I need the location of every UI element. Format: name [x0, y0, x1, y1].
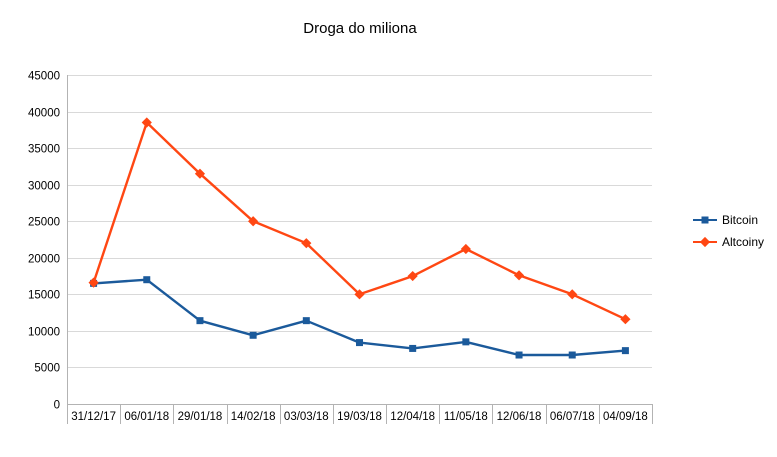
- x-tick-label: 11/05/18: [444, 411, 488, 423]
- x-tick-label: 06/01/18: [124, 411, 169, 423]
- x-tick-label: 29/01/18: [178, 411, 223, 423]
- data-point-marker: [513, 270, 525, 281]
- y-tick-label: 35000: [28, 144, 60, 156]
- legend-item-altcoiny: Altcoiny: [693, 235, 764, 249]
- data-point-marker: [143, 276, 151, 284]
- legend: Bitcoin Altcoiny: [693, 213, 764, 249]
- data-point-marker: [699, 236, 711, 248]
- axes: [67, 75, 652, 405]
- data-point-marker: [141, 117, 152, 128]
- x-tick-label: 06/07/18: [550, 411, 595, 423]
- y-tick-label: 40000: [28, 108, 60, 120]
- y-axis-labels: 0 5000 10000 15000 20000 25000 30000 35000 40000…: [28, 71, 60, 412]
- data-point-marker: [409, 344, 417, 352]
- x-tick-label: 12/04/18: [390, 411, 435, 423]
- data-point-marker: [462, 338, 470, 346]
- data-point-marker: [568, 351, 576, 359]
- x-axis-ticks: [67, 404, 653, 424]
- data-point-marker: [354, 289, 365, 300]
- data-point-marker: [249, 331, 257, 339]
- y-tick-label: 0: [54, 400, 60, 412]
- x-tick-label: 14/02/18: [231, 411, 276, 423]
- data-point-marker: [567, 289, 578, 300]
- x-tick-label: 03/03/18: [284, 411, 329, 423]
- y-tick-label: 15000: [28, 290, 60, 302]
- x-tick-label: 31/12/17: [71, 411, 116, 423]
- y-tick-label: 10000: [28, 327, 60, 339]
- y-tick-label: 45000: [28, 71, 60, 83]
- chart-title: Droga do miliona: [303, 20, 417, 37]
- x-tick-label: 19/03/18: [337, 411, 382, 423]
- data-point-marker: [701, 216, 709, 224]
- legend-label: Bitcoin: [722, 213, 758, 227]
- data-point-marker: [196, 317, 204, 325]
- x-axis-labels: 31/12/17 06/01/18 29/01/18 14/02/18 03/03/18…: [71, 411, 648, 423]
- y-tick-label: 20000: [28, 254, 60, 266]
- y-gridlines: [67, 75, 652, 368]
- x-tick-label: 12/06/18: [497, 411, 542, 423]
- data-point-marker: [407, 270, 418, 282]
- x-tick-label: 04/09/18: [603, 411, 648, 423]
- data-point-marker: [302, 317, 310, 325]
- data-point-marker: [621, 347, 629, 355]
- y-tick-label: 25000: [28, 217, 60, 229]
- legend-label: Altcoiny: [722, 235, 764, 249]
- data-point-marker: [301, 238, 312, 249]
- data-point-marker: [620, 314, 631, 325]
- legend-item-bitcoin: Bitcoin: [693, 213, 758, 227]
- data-point-marker: [515, 351, 523, 359]
- data-point-marker: [460, 243, 471, 255]
- data-point-marker: [248, 216, 259, 227]
- y-tick-label: 5000: [34, 363, 60, 375]
- series-altcoiny: [88, 117, 631, 325]
- data-point-marker: [356, 339, 363, 347]
- series-bitcoin: [90, 276, 629, 359]
- data-point-marker: [88, 277, 99, 288]
- y-tick-label: 30000: [28, 181, 60, 193]
